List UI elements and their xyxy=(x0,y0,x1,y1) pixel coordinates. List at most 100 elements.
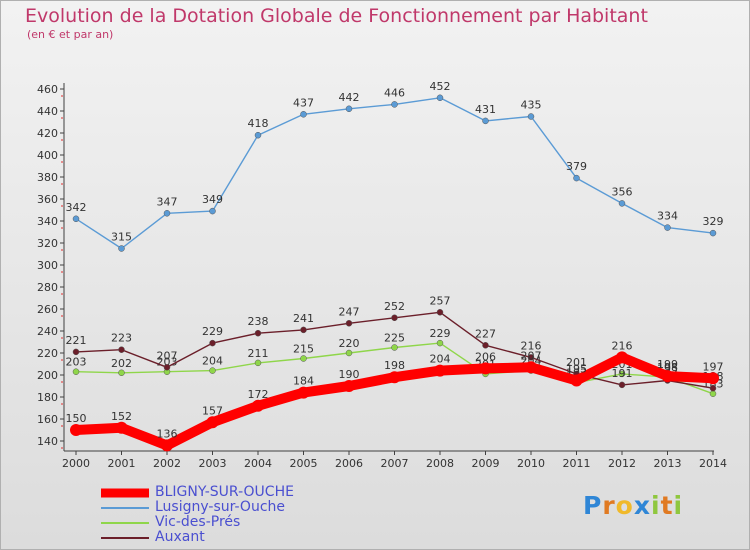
data-point xyxy=(525,361,537,374)
data-point xyxy=(709,384,717,392)
data-point xyxy=(573,174,580,182)
data-label: 202 xyxy=(111,357,132,370)
legend-label-bligny: BLIGNY-SUR-OUCHE xyxy=(155,484,294,500)
data-point xyxy=(618,381,626,389)
data-point xyxy=(206,416,219,429)
data-point xyxy=(209,339,216,347)
data-point xyxy=(252,399,264,412)
data-point xyxy=(300,355,307,362)
proxiti-logo: Proxiti xyxy=(583,491,684,520)
data-label: 199 xyxy=(657,358,678,371)
data-label: 431 xyxy=(475,103,496,116)
data-point xyxy=(300,326,307,334)
data-point xyxy=(297,386,310,399)
y-tick-label: 300 xyxy=(37,259,58,272)
legend-swatch-bligny xyxy=(101,488,149,497)
legend-swatch-lusigny xyxy=(101,506,149,509)
data-point xyxy=(664,224,671,231)
data-point xyxy=(209,367,216,374)
y-tick-label: 140 xyxy=(37,435,58,448)
data-point xyxy=(345,320,353,327)
data-point xyxy=(618,200,626,207)
data-point xyxy=(436,94,444,102)
data-point xyxy=(709,229,717,237)
data-label: 379 xyxy=(566,160,587,173)
y-tick-label: 380 xyxy=(37,171,58,184)
x-tick-label: 2003 xyxy=(199,457,227,470)
data-label: 442 xyxy=(339,91,360,104)
data-label: 201 xyxy=(566,356,587,369)
x-tick-label: 2012 xyxy=(608,457,636,470)
chart-legend: BLIGNY-SUR-OUCHE Lusigny-sur-Ouche Vic-d… xyxy=(101,485,294,545)
data-label: 190 xyxy=(339,368,360,381)
x-tick-label: 2005 xyxy=(290,457,318,470)
y-tick-label: 220 xyxy=(37,347,58,360)
data-point xyxy=(527,354,535,361)
data-point xyxy=(254,329,262,337)
x-tick-label: 2001 xyxy=(108,457,136,470)
data-label: 349 xyxy=(202,193,223,206)
legend-swatch-vic xyxy=(101,521,149,524)
data-point xyxy=(482,342,489,349)
data-label: 356 xyxy=(612,185,633,198)
data-label: 220 xyxy=(339,337,360,350)
data-point xyxy=(163,210,171,217)
data-point xyxy=(163,364,171,371)
x-tick-label: 2008 xyxy=(426,457,454,470)
data-point xyxy=(388,371,401,384)
data-label: 197 xyxy=(703,360,724,373)
data-point xyxy=(115,421,128,434)
data-point xyxy=(343,380,355,392)
data-point xyxy=(616,351,628,364)
data-label: 157 xyxy=(202,404,223,417)
data-label: 223 xyxy=(111,332,132,345)
data-label: 215 xyxy=(293,343,314,356)
data-label: 198 xyxy=(384,359,405,372)
data-label: 315 xyxy=(111,231,132,244)
data-point xyxy=(72,348,80,356)
data-point xyxy=(345,105,353,113)
data-label: 329 xyxy=(703,215,724,228)
legend-swatch-auxant xyxy=(101,536,149,539)
data-point xyxy=(345,349,353,357)
data-label: 150 xyxy=(66,412,87,425)
data-label: 418 xyxy=(248,117,269,130)
y-tick-label: 440 xyxy=(37,105,58,118)
data-point xyxy=(118,346,125,353)
data-point xyxy=(570,374,583,387)
data-label: 211 xyxy=(248,347,269,360)
y-tick-label: 320 xyxy=(37,237,58,250)
legend-item-vic: Vic-des-Prés xyxy=(101,515,294,530)
legend-item-bligny: BLIGNY-SUR-OUCHE xyxy=(101,485,294,500)
data-label: 435 xyxy=(521,99,542,112)
data-point xyxy=(391,101,398,108)
data-label: 225 xyxy=(384,332,405,345)
y-tick-label: 460 xyxy=(37,83,58,96)
data-point xyxy=(436,339,444,347)
x-tick-label: 2009 xyxy=(472,457,500,470)
data-label: 136 xyxy=(157,427,178,440)
legend-label-auxant: Auxant xyxy=(155,529,205,545)
data-label: 195 xyxy=(566,363,587,376)
data-label: 216 xyxy=(521,339,542,352)
data-point xyxy=(254,131,262,139)
data-label: 347 xyxy=(157,195,178,208)
data-point xyxy=(707,372,719,385)
data-point xyxy=(118,369,125,377)
y-tick-label: 200 xyxy=(37,369,58,382)
data-label: 229 xyxy=(202,325,223,338)
y-tick-label: 180 xyxy=(37,391,58,404)
x-tick-label: 2000 xyxy=(62,457,90,470)
data-label: 207 xyxy=(157,349,178,362)
y-tick-label: 240 xyxy=(37,325,58,338)
y-tick-label: 360 xyxy=(37,193,58,206)
data-label: 252 xyxy=(384,300,405,313)
data-label: 334 xyxy=(657,210,678,223)
y-tick-label: 280 xyxy=(37,281,58,294)
data-point xyxy=(118,245,125,252)
legend-label-vic: Vic-des-Prés xyxy=(155,514,241,530)
data-label: 152 xyxy=(111,410,132,423)
data-label: 452 xyxy=(430,80,451,93)
y-tick-label: 420 xyxy=(37,127,58,140)
